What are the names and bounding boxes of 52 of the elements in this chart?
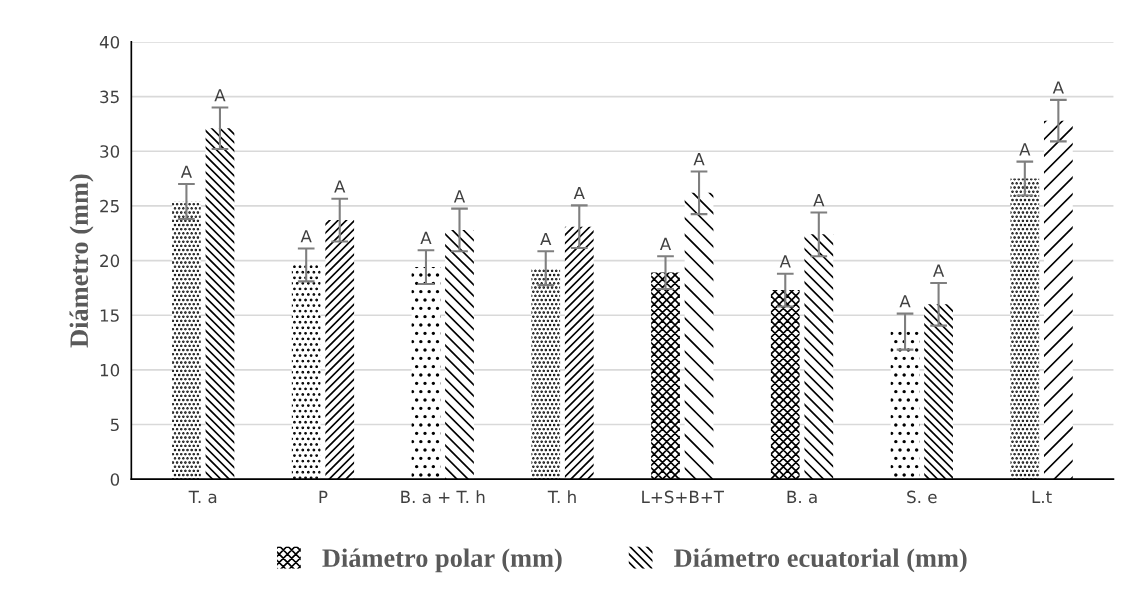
data-label: A — [813, 194, 825, 207]
bar — [890, 331, 920, 480]
bar — [684, 192, 714, 480]
y-tick-label: 15 — [100, 309, 119, 322]
data-label: A — [420, 231, 432, 244]
data-label: A — [933, 264, 945, 277]
x-tick-label: B. a + T. h — [401, 490, 485, 504]
bar — [1043, 120, 1073, 480]
y-tick-label: 10 — [100, 363, 120, 377]
x-tick-label: S. e — [907, 490, 937, 504]
data-label: A — [180, 165, 192, 178]
bar — [445, 229, 474, 480]
bar — [172, 201, 201, 480]
legend-label: Diámetro polar (mm) — [322, 548, 562, 573]
bar — [1010, 178, 1040, 480]
y-axis-title: Diámetro (mm) — [69, 174, 94, 348]
data-label: A — [334, 180, 346, 193]
bar — [411, 267, 441, 480]
y-tick-label: 25 — [100, 199, 119, 213]
y-tick-label: 5 — [110, 418, 119, 432]
bar — [205, 128, 235, 480]
y-tick-label: 35 — [100, 90, 119, 104]
x-tick-label: P — [319, 490, 328, 503]
bar — [651, 272, 680, 480]
x-tick-label: L+S+B+T — [642, 490, 725, 504]
legend-label: Diámetro ecuatorial (mm) — [674, 548, 967, 573]
data-label: A — [453, 190, 466, 203]
data-label: A — [693, 153, 705, 166]
bar — [564, 226, 594, 480]
x-tick-label: T. a — [188, 490, 217, 504]
data-label: A — [573, 186, 585, 200]
data-label: A — [1052, 81, 1064, 94]
data-label: A — [1019, 143, 1031, 156]
y-tick-label: 0 — [110, 473, 120, 486]
y-tick-label: 20 — [100, 254, 120, 268]
bar — [770, 290, 800, 480]
bar — [531, 268, 561, 480]
data-label: A — [659, 237, 672, 250]
y-tick-label: 30 — [100, 145, 120, 158]
data-label: A — [899, 295, 911, 308]
bar — [291, 264, 321, 480]
data-label: A — [779, 255, 791, 268]
y-tick-label: 40 — [99, 35, 120, 49]
data-label: A — [540, 232, 552, 246]
bar — [325, 220, 355, 480]
data-label: A — [214, 89, 226, 102]
bar — [924, 304, 953, 480]
data-label: A — [300, 230, 312, 243]
bar — [804, 234, 834, 480]
x-tick-label: T. h — [547, 490, 576, 503]
x-tick-label: B. a — [787, 490, 817, 504]
x-tick-label: L.t — [1032, 490, 1052, 503]
